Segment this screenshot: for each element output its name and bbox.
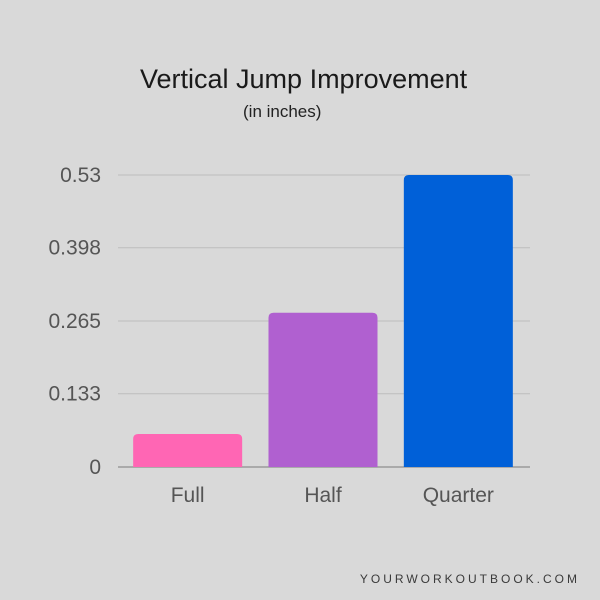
- x-tick-label-half: Half: [304, 484, 342, 507]
- bar-full: [133, 433, 243, 467]
- y-tick-label-2: 0.265: [48, 310, 101, 333]
- bar-quarter: [403, 175, 513, 467]
- chart-subtitle: (in inches): [243, 102, 322, 121]
- y-tick-label-4: 0.53: [60, 164, 101, 187]
- bar-half: [268, 312, 378, 467]
- y-tick-label-3: 0.398: [48, 237, 101, 260]
- chart-title: Vertical Jump Improvement: [140, 64, 468, 94]
- y-tick-label-0: 0: [89, 456, 101, 479]
- watermark: YOURWORKOUTBOOK.COM: [359, 572, 580, 586]
- x-tick-label-full: Full: [171, 484, 205, 507]
- y-tick-label-1: 0.133: [48, 383, 101, 406]
- x-tick-label-quarter: Quarter: [423, 484, 494, 507]
